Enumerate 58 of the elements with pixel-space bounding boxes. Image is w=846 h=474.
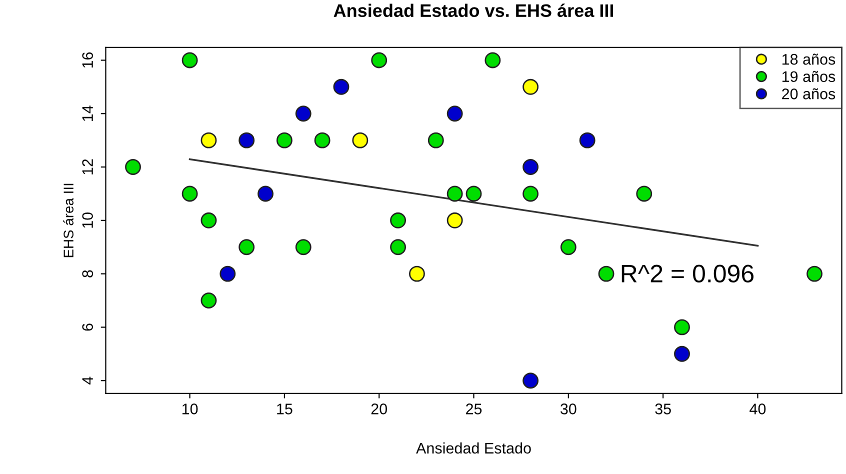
point bbox=[522, 372, 539, 389]
point bbox=[636, 186, 652, 202]
point bbox=[276, 132, 292, 148]
point bbox=[333, 78, 350, 95]
point bbox=[674, 346, 690, 362]
point bbox=[125, 159, 141, 175]
y-tick-label: 14 bbox=[82, 106, 93, 121]
point bbox=[200, 132, 217, 148]
point bbox=[522, 159, 539, 175]
point bbox=[182, 52, 198, 68]
point bbox=[182, 186, 198, 202]
point bbox=[446, 186, 463, 202]
point bbox=[314, 132, 330, 148]
annotation: R^2 = 0.096 bbox=[622, 264, 754, 282]
point bbox=[200, 212, 217, 228]
x-axis-title: Ansiedad Estado bbox=[416, 442, 531, 454]
x-tick-label: 25 bbox=[466, 404, 482, 414]
point bbox=[446, 106, 463, 122]
point bbox=[446, 212, 463, 228]
y-tick-label: 4 bbox=[82, 376, 93, 384]
point bbox=[522, 186, 539, 202]
point bbox=[408, 266, 425, 282]
point bbox=[200, 292, 217, 308]
legend-label: 20 años bbox=[782, 88, 836, 100]
y-tick-label: 6 bbox=[82, 324, 94, 331]
point bbox=[295, 106, 312, 122]
point bbox=[466, 186, 482, 202]
point bbox=[428, 132, 444, 148]
x-tick-label: 35 bbox=[655, 404, 671, 414]
point bbox=[484, 52, 501, 68]
point bbox=[295, 239, 312, 256]
point bbox=[220, 266, 236, 282]
point bbox=[579, 132, 596, 148]
point bbox=[352, 132, 368, 148]
x-tick-label: 20 bbox=[371, 404, 388, 414]
chart-title: Ansiedad Estado vs. EHS área III bbox=[334, 4, 614, 18]
point bbox=[390, 239, 406, 256]
y-tick-label: 12 bbox=[82, 159, 93, 174]
y-tick-label: 8 bbox=[82, 270, 94, 278]
x-tick-label: 30 bbox=[560, 404, 576, 414]
y-axis-title: EHS área III bbox=[63, 184, 74, 258]
point bbox=[371, 52, 388, 68]
point bbox=[806, 266, 822, 282]
x-tick-label: 40 bbox=[750, 404, 766, 414]
point bbox=[598, 266, 614, 282]
point bbox=[522, 78, 539, 95]
point bbox=[560, 239, 576, 256]
point bbox=[238, 132, 255, 148]
legend-label: 19 años bbox=[782, 70, 836, 82]
legend-label: 18 años bbox=[782, 54, 836, 65]
point bbox=[238, 239, 255, 256]
x-tick-label: 15 bbox=[277, 404, 292, 414]
x-tick-label: 10 bbox=[182, 404, 198, 414]
y-tick-label: 16 bbox=[82, 52, 94, 68]
y-tick-label: 10 bbox=[82, 212, 94, 228]
point bbox=[258, 186, 274, 202]
point bbox=[674, 319, 690, 336]
point bbox=[390, 212, 406, 228]
